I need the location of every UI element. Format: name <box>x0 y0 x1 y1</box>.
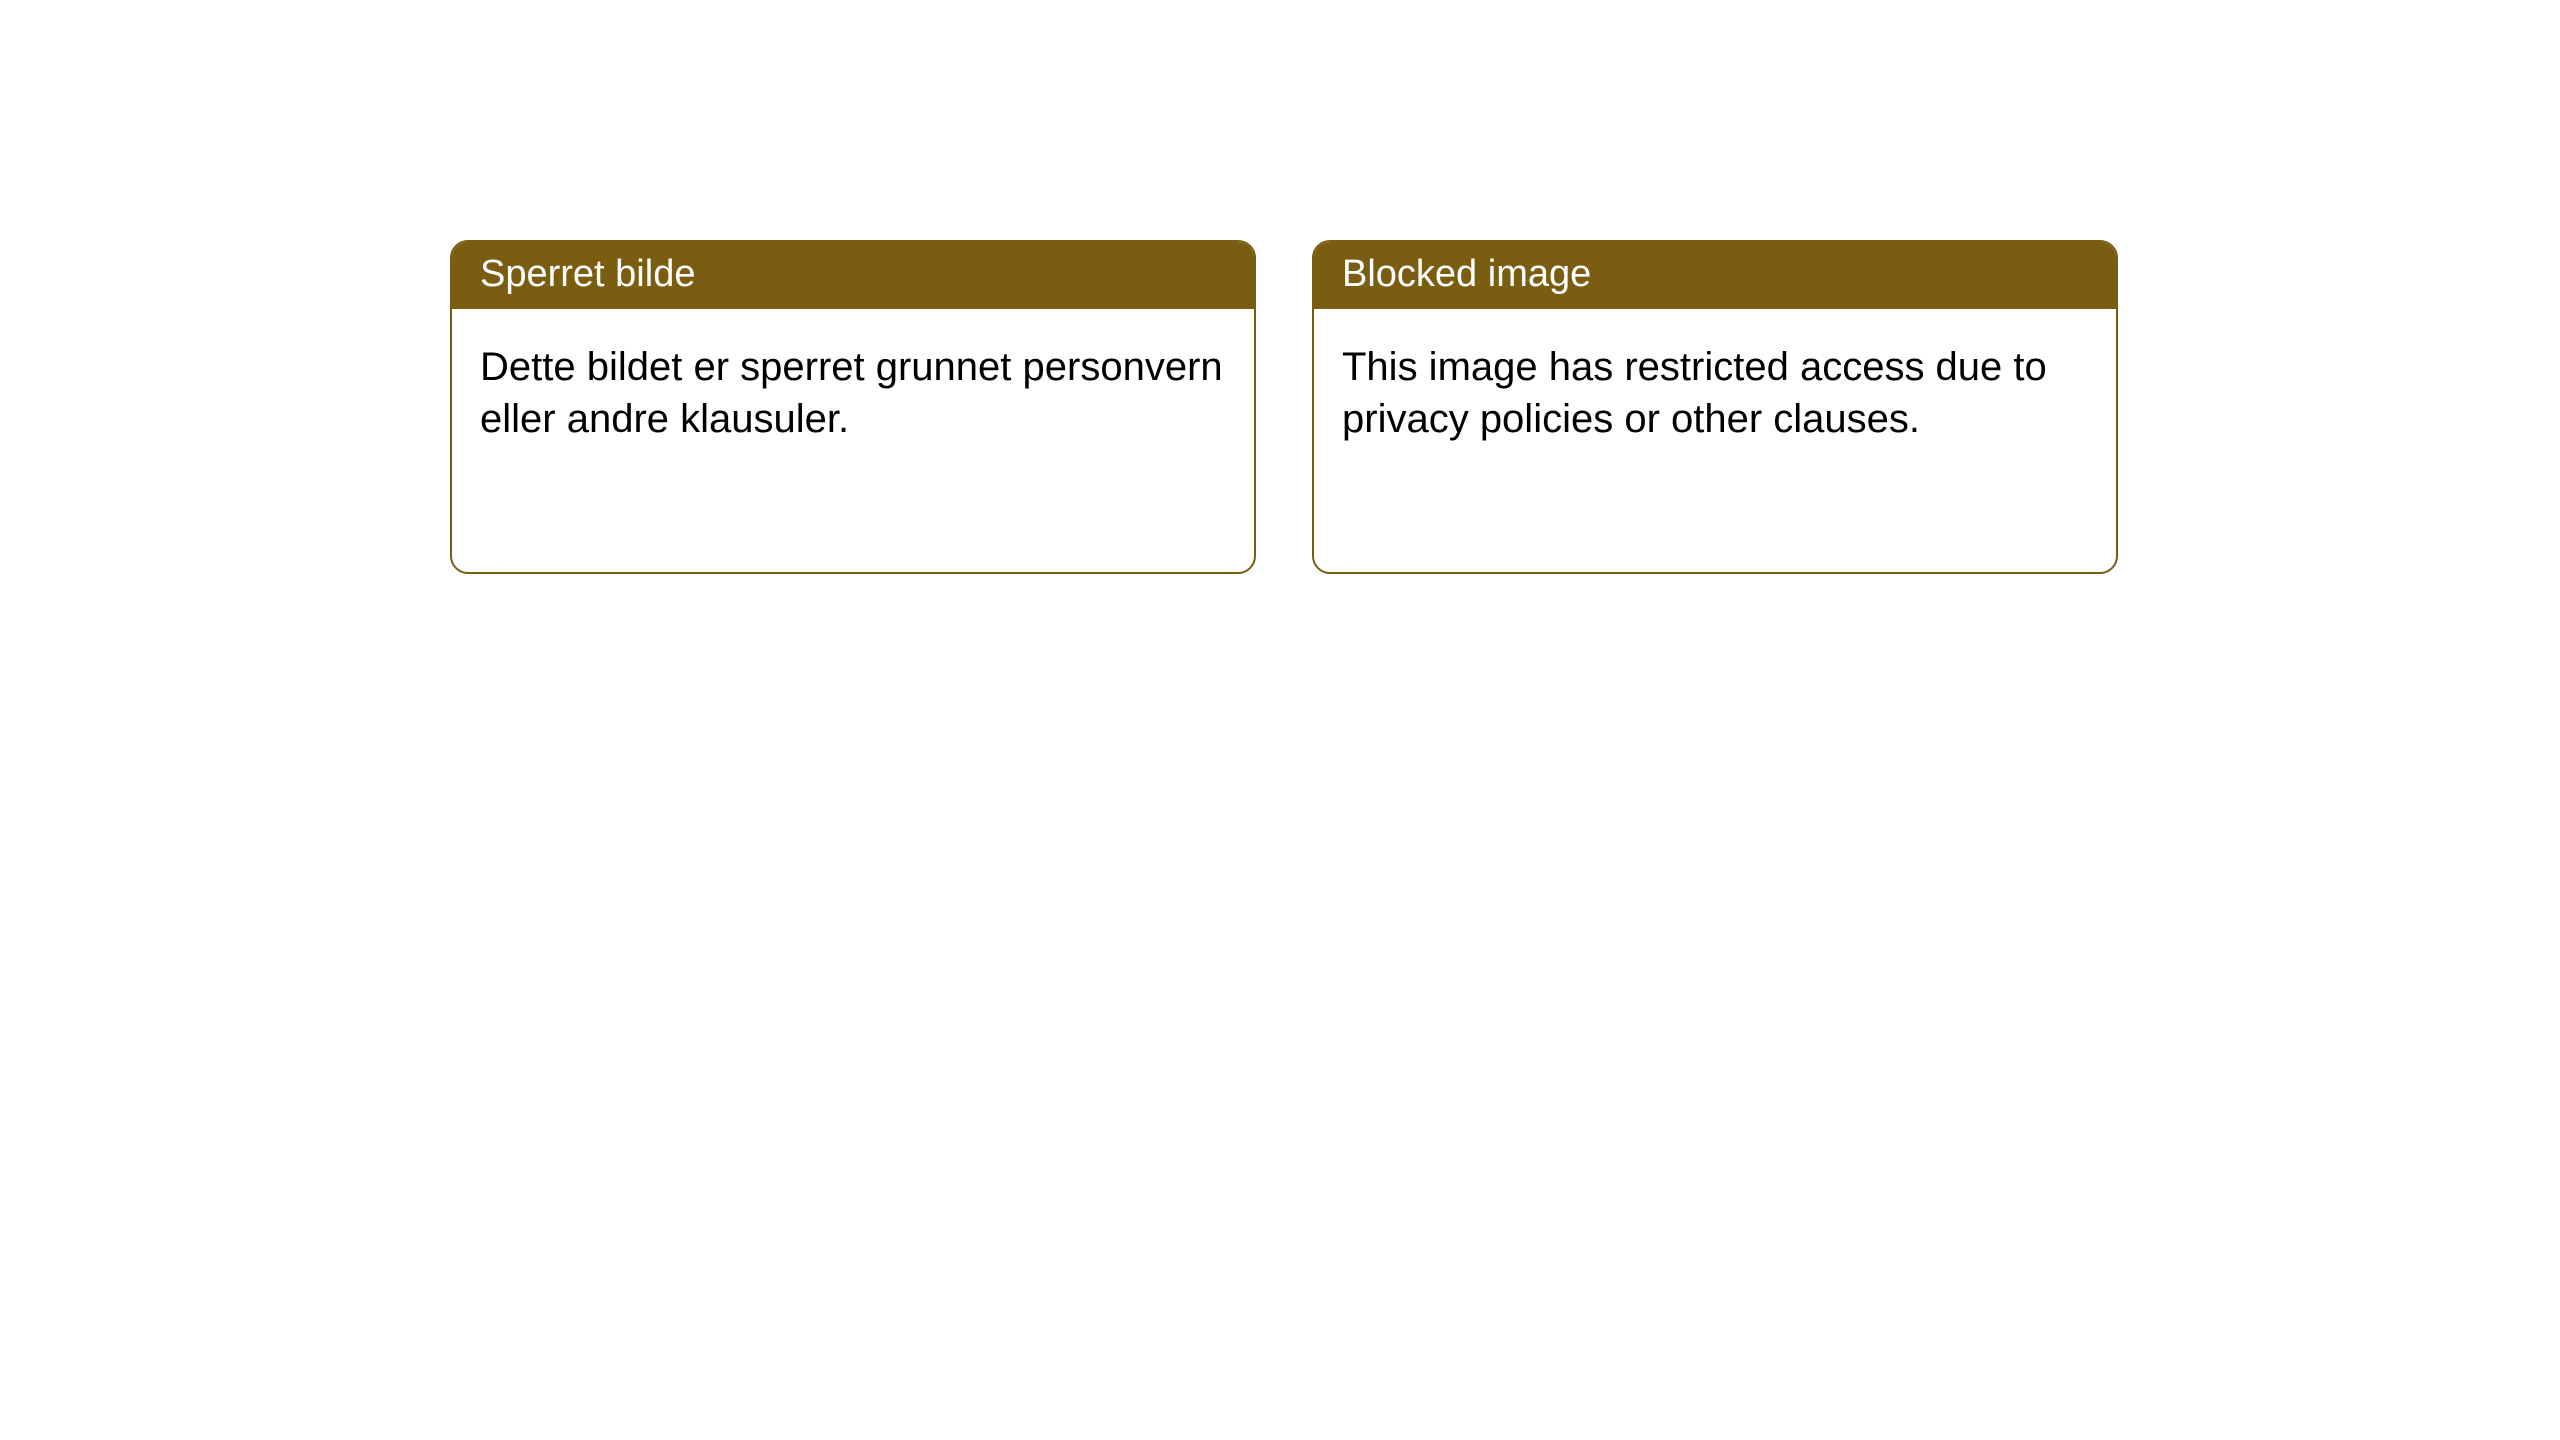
notice-title: Blocked image <box>1314 242 2116 309</box>
notice-box-english: Blocked image This image has restricted … <box>1312 240 2118 574</box>
notice-body: Dette bildet er sperret grunnet personve… <box>452 309 1254 477</box>
notice-title: Sperret bilde <box>452 242 1254 309</box>
notice-box-norwegian: Sperret bilde Dette bildet er sperret gr… <box>450 240 1256 574</box>
notice-body: This image has restricted access due to … <box>1314 309 2116 477</box>
notice-container: Sperret bilde Dette bildet er sperret gr… <box>0 0 2560 574</box>
